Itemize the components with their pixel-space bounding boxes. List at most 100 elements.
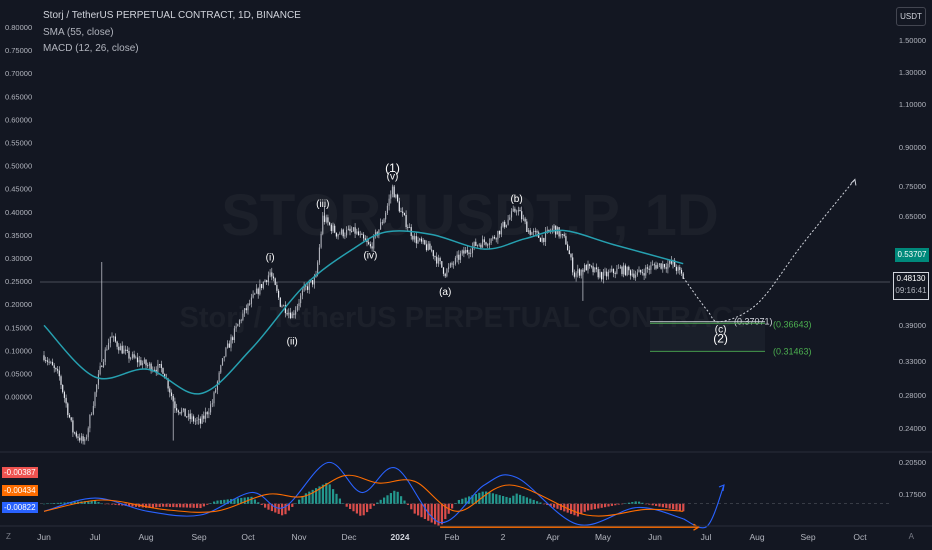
candle — [191, 413, 193, 422]
candle — [176, 403, 178, 413]
candle-body — [468, 252, 470, 254]
candle — [126, 346, 128, 354]
macd-histogram-bar — [216, 500, 219, 504]
candle — [145, 358, 147, 369]
macd-histogram-bar — [410, 503, 413, 510]
candle-body — [97, 374, 99, 385]
macd-histogram-bar — [580, 503, 583, 515]
candle — [531, 231, 533, 235]
candle — [148, 361, 150, 370]
candle — [560, 231, 562, 239]
candle-body — [60, 376, 62, 385]
macd-histogram-bar — [471, 495, 474, 504]
candle — [369, 241, 371, 249]
candle-body — [181, 410, 183, 414]
candle-body — [264, 280, 266, 282]
right-axis-tick: 0.90000 — [899, 143, 926, 152]
candle — [91, 412, 93, 416]
candle — [177, 409, 179, 416]
macd-histogram-bar — [539, 502, 542, 504]
candle — [150, 362, 152, 374]
candle-body — [527, 230, 530, 232]
candle-body — [118, 346, 120, 351]
macd-histogram-bar — [151, 503, 154, 508]
macd-histogram-bar — [121, 503, 124, 506]
macd-histogram-bar — [243, 497, 246, 504]
candle-body — [106, 349, 108, 351]
candle-body — [495, 238, 497, 240]
candle — [359, 230, 361, 238]
candle — [456, 251, 458, 263]
timezone-toggle[interactable]: Z — [6, 532, 11, 541]
candle-body — [541, 237, 543, 242]
macd-histogram-bar — [556, 503, 559, 509]
candle-body — [346, 229, 348, 236]
candle — [441, 261, 443, 268]
candle — [327, 214, 329, 226]
auto-scale-toggle[interactable]: A — [908, 532, 914, 541]
candle-body — [623, 265, 625, 275]
candle-body — [130, 357, 132, 359]
candle-body — [111, 336, 113, 338]
candle-body — [619, 266, 621, 269]
macd-histogram-bar — [287, 503, 290, 511]
candle — [648, 265, 650, 275]
candle-body — [327, 217, 329, 223]
right-axis-tick: 0.24000 — [899, 424, 926, 433]
candle-body — [451, 263, 453, 265]
candle-body — [267, 275, 269, 282]
candle — [51, 358, 54, 366]
macd-histogram-bar — [206, 503, 209, 505]
candle — [570, 252, 572, 261]
candle — [473, 241, 475, 251]
candle-body — [665, 267, 667, 269]
candle-body — [340, 229, 343, 234]
currency-button[interactable]: USDT — [896, 7, 926, 26]
candle-body — [636, 272, 638, 276]
candle — [551, 225, 553, 234]
candle — [527, 227, 530, 234]
candle — [296, 303, 298, 312]
macd-histogram-bar — [117, 503, 120, 506]
candle — [159, 364, 161, 368]
macd-histogram-bar — [172, 503, 175, 508]
time-axis-tick: Feb — [445, 532, 460, 542]
candle-body — [424, 240, 426, 245]
candle — [655, 261, 657, 271]
candle — [381, 219, 383, 226]
macd-histogram-bar — [332, 489, 335, 504]
macd-histogram-bar — [434, 503, 437, 525]
candle-body — [159, 364, 161, 366]
candle — [289, 307, 292, 320]
macd-histogram-bar — [420, 503, 423, 518]
candle — [245, 304, 247, 314]
candle — [629, 269, 632, 280]
macd-histogram-bar — [53, 503, 56, 504]
candle — [572, 253, 574, 276]
candle — [504, 220, 506, 229]
candle — [619, 264, 621, 269]
macd-histogram-bar — [189, 503, 192, 508]
candle-body — [439, 257, 441, 262]
candle-body — [522, 218, 524, 220]
candle — [383, 217, 385, 224]
candle-body — [301, 290, 303, 296]
candle-body — [45, 360, 47, 361]
macd-histogram-bar — [257, 502, 260, 504]
candle — [279, 297, 281, 308]
macd-histogram-bar — [386, 495, 389, 504]
candle — [533, 228, 535, 237]
candle-body — [458, 254, 460, 260]
candle-body — [300, 295, 302, 304]
candle — [607, 269, 609, 280]
wave-label: (i) — [266, 252, 275, 263]
candle — [189, 409, 191, 424]
candle — [371, 242, 373, 252]
candle-body — [604, 271, 606, 273]
candle-body — [245, 308, 247, 311]
candle — [597, 266, 599, 280]
candle — [121, 341, 123, 355]
candle — [578, 268, 581, 279]
candle — [417, 236, 419, 245]
